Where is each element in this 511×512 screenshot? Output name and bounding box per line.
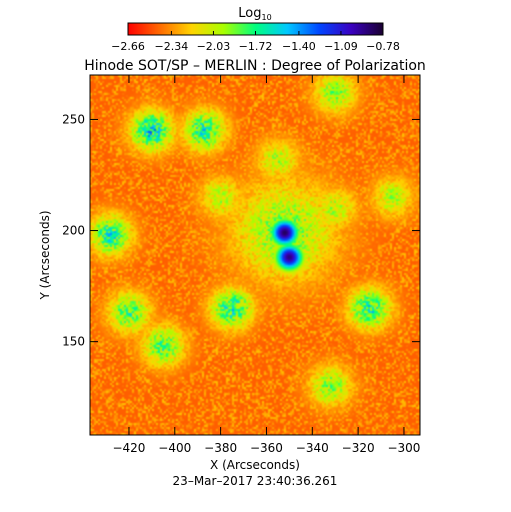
colorbar: Log10 −2.66 −2.34 −2.03 −1.72 −1.40 −1.09 −0.7… [111, 6, 400, 53]
plot-area: −420 −400 −380 −360 −340 −320 −300 150 200 250 [62, 74, 421, 455]
plot-frame [89, 74, 421, 436]
colorbar-tick-label: −2.34 [155, 40, 189, 53]
x-tick-label: −320 [342, 441, 375, 455]
y-axis-label: Y (Arcseconds) [38, 210, 52, 300]
x-tick-label: −380 [204, 441, 237, 455]
y-tick-label: 150 [62, 335, 85, 349]
colorbar-ticks: −2.66 −2.34 −2.03 −1.72 −1.40 −1.09 −0.78 [111, 31, 400, 53]
colorbar-tick-label: −1.09 [324, 40, 358, 53]
x-axis-label: X (Arcseconds) [210, 458, 300, 472]
y-tick-label: 200 [62, 224, 85, 238]
colorbar-label: Log10 [238, 6, 271, 22]
colorbar-tick-label: −1.72 [239, 40, 273, 53]
colorbar-label-subscript: 10 [262, 13, 272, 22]
colorbar-tick-label: −1.40 [282, 40, 316, 53]
x-axis: −420 −400 −380 −360 −340 −320 −300 [112, 75, 420, 455]
chart-subtitle-timestamp: 23–Mar–2017 23:40:36.261 [173, 474, 338, 488]
y-axis: 150 200 250 [62, 112, 420, 349]
colorbar-label-main: Log [238, 6, 261, 21]
x-tick-label: −340 [296, 441, 329, 455]
colorbar-tick-label: −2.66 [111, 40, 145, 53]
x-tick-label: −360 [250, 441, 283, 455]
x-tick-label: −300 [387, 441, 420, 455]
colorbar-tick-label: −0.78 [366, 40, 400, 53]
chart-title: Hinode SOT/SP – MERLIN : Degree of Polar… [84, 58, 426, 74]
heatmap-image [90, 75, 420, 435]
colorbar-tick-label: −2.03 [197, 40, 231, 53]
y-tick-label: 250 [62, 112, 85, 126]
x-tick-label: −420 [112, 441, 145, 455]
x-tick-label: −400 [158, 441, 191, 455]
